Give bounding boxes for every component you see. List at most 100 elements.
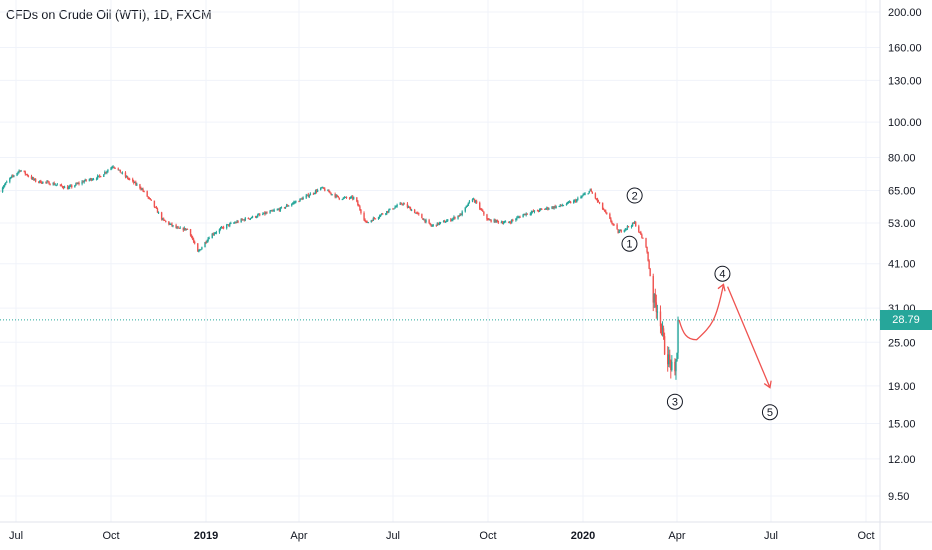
candle-body	[406, 203, 409, 208]
candle-body	[386, 211, 388, 214]
candle-body	[258, 214, 260, 216]
candle-body	[517, 216, 519, 218]
candle-body	[139, 184, 141, 189]
candle-body	[314, 190, 317, 194]
candle-body	[228, 224, 230, 226]
candle-body	[66, 186, 69, 190]
candle-body	[601, 202, 604, 209]
candle-body	[33, 179, 36, 181]
candle-body	[674, 361, 676, 372]
candle-body	[418, 213, 420, 215]
candle-body	[154, 206, 157, 208]
candle-body	[464, 207, 466, 212]
candle-body	[121, 172, 124, 174]
candle-body	[92, 179, 95, 181]
wave-label: 3	[666, 393, 683, 410]
candle-body	[300, 198, 302, 200]
candle-body	[220, 227, 223, 229]
candle-body	[457, 215, 459, 219]
candle-body	[364, 219, 366, 221]
candle-body	[103, 174, 105, 178]
candle-body	[316, 189, 319, 192]
candle-body	[156, 208, 159, 213]
candle-body	[78, 183, 80, 185]
candle-body	[421, 214, 423, 219]
candle-body	[630, 226, 633, 228]
candle-body	[172, 225, 174, 227]
candle-body	[639, 231, 641, 233]
candle-body	[623, 230, 626, 232]
candle-body	[336, 195, 338, 197]
x-tick-label: 2020	[571, 530, 595, 542]
candle-body	[212, 233, 214, 235]
candle-body	[654, 294, 657, 303]
candle-body	[524, 213, 526, 216]
candle-body	[204, 242, 206, 248]
candle-body	[75, 183, 77, 186]
candle-body	[312, 193, 315, 195]
candle-body	[349, 197, 352, 199]
candle-body	[315, 190, 318, 192]
candle-body	[619, 230, 621, 232]
x-tick-label: Jul	[9, 530, 23, 542]
candle-body	[262, 213, 264, 215]
candle-body	[431, 225, 433, 227]
candle-body	[295, 201, 297, 203]
candle-body	[112, 166, 114, 168]
candle-body	[458, 215, 460, 217]
candle-body	[343, 197, 346, 199]
candle-body	[49, 184, 51, 186]
candle-body	[480, 208, 482, 210]
candle-body	[62, 187, 65, 189]
candle-body	[388, 209, 390, 213]
candle-body	[460, 213, 462, 216]
candle-body	[265, 212, 267, 215]
candle-body	[652, 276, 654, 303]
candle-body	[417, 212, 419, 214]
wave-number: 5	[767, 407, 773, 419]
candle-body	[107, 170, 109, 172]
candle-body	[255, 216, 258, 218]
candle-body	[401, 204, 403, 206]
candle-body	[90, 178, 93, 181]
candle-body	[171, 223, 173, 226]
candle-body	[140, 188, 142, 190]
candle-body	[394, 207, 396, 209]
candle-body	[554, 206, 556, 208]
candle-body	[136, 184, 138, 186]
wave-number: 3	[672, 397, 678, 409]
candle-body	[493, 219, 495, 222]
candle-body	[588, 190, 590, 194]
candle-body	[157, 212, 160, 214]
candle-body	[393, 208, 395, 210]
candle-body	[454, 216, 456, 219]
x-tick-label: Apr	[290, 530, 307, 542]
candle-body	[178, 227, 180, 229]
candle-body	[546, 207, 548, 209]
candle-body	[653, 294, 655, 303]
candle-body	[59, 184, 62, 186]
candle-body	[177, 227, 179, 229]
candle-body	[227, 224, 229, 226]
candle-body	[468, 201, 471, 203]
candle-body	[327, 190, 329, 192]
candle-body	[373, 218, 376, 220]
candle-body	[444, 221, 447, 223]
candle-body	[624, 228, 627, 231]
candle-body	[133, 180, 135, 183]
candle-body	[69, 186, 71, 188]
candle-body	[269, 211, 271, 213]
candle-body	[660, 326, 663, 329]
candle-body	[279, 207, 282, 211]
candle-body	[214, 232, 217, 234]
candle-body	[70, 185, 72, 187]
y-tick-label: 12.00	[888, 454, 916, 466]
candle-body	[183, 228, 186, 231]
candle-body	[237, 221, 239, 223]
candle-body	[56, 184, 59, 186]
candle-body	[494, 219, 496, 223]
candle-body	[661, 328, 664, 330]
candle-body	[88, 179, 91, 181]
candle-body	[60, 184, 63, 187]
